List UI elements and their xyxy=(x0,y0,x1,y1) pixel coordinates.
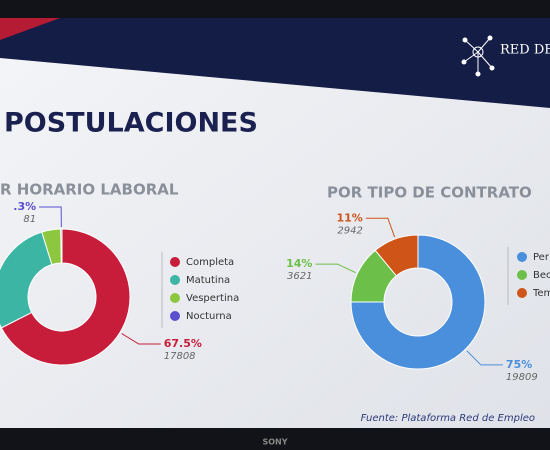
count-label: 81 xyxy=(23,214,36,225)
logo-icon xyxy=(461,35,495,77)
legend-label: Bec xyxy=(533,270,550,281)
bezel-logo: SONY xyxy=(262,438,287,447)
count-label: 3621 xyxy=(287,271,312,282)
legend-label: Vespertina xyxy=(186,293,239,304)
count-label: 19809 xyxy=(506,372,538,383)
value-label: 14% xyxy=(286,257,312,270)
value-label: 75% xyxy=(506,358,532,371)
legend-label: Completa xyxy=(186,257,234,268)
legend-label: Tem xyxy=(532,288,550,299)
slide-title: POSTULACIONES xyxy=(4,108,258,139)
donut-segment xyxy=(374,234,419,277)
legend-swatch xyxy=(517,252,527,262)
legend-label: Per xyxy=(533,252,550,263)
value-label: 11% xyxy=(337,211,363,224)
count-label: 2942 xyxy=(337,225,362,236)
value-label: 67.5% xyxy=(164,337,202,350)
legend-swatch xyxy=(517,270,527,280)
legend-swatch xyxy=(517,288,527,298)
legend-swatch xyxy=(170,275,180,285)
donut-segment xyxy=(0,228,131,366)
brand: RED DE E xyxy=(500,43,550,58)
donut-segment xyxy=(0,231,53,329)
donut-segment xyxy=(60,228,63,264)
legend-swatch xyxy=(170,311,180,321)
label-connector xyxy=(121,333,161,345)
count-label: 17808 xyxy=(164,351,196,362)
legend-label: Nocturna xyxy=(186,311,232,322)
chart-title: R HORARIO LABORAL xyxy=(0,181,179,199)
charts: R HORARIO LABORAL 67.5%17808 .3%81 Completa… xyxy=(0,181,550,383)
header-band xyxy=(0,18,550,108)
label-connector xyxy=(39,206,62,228)
chart-title: POR TIPO DE CONTRATO xyxy=(327,184,532,202)
legend-swatch xyxy=(170,257,180,267)
source: Fuente: Plataforma Red de Empleo xyxy=(361,413,535,424)
label-connector xyxy=(365,217,396,238)
label-connector xyxy=(466,350,503,366)
legend-label: Matutina xyxy=(186,275,230,286)
donut-segment xyxy=(350,234,486,370)
header-accent xyxy=(0,18,60,40)
value-label: .3% xyxy=(13,200,36,213)
legend-swatch xyxy=(170,293,180,303)
label-connector xyxy=(315,263,356,274)
